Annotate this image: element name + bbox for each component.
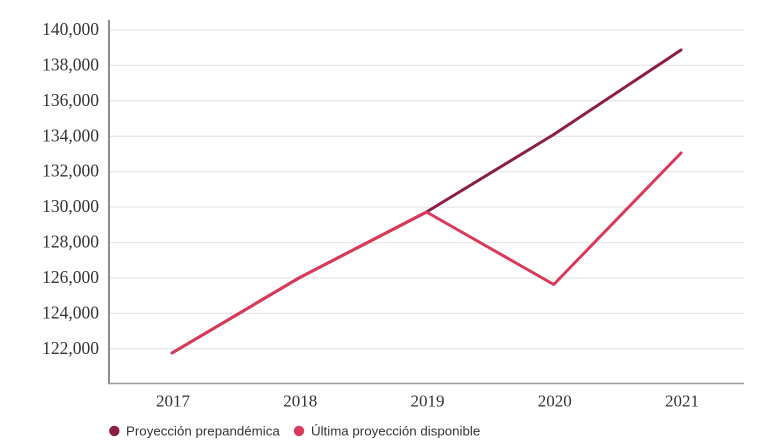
svg-text:138,000: 138,000	[42, 54, 99, 74]
svg-text:122,000: 122,000	[42, 338, 99, 358]
svg-text:126,000: 126,000	[42, 267, 99, 287]
svg-text:124,000: 124,000	[42, 302, 99, 322]
svg-text:Última proyección disponible: Última proyección disponible	[311, 423, 480, 438]
svg-text:134,000: 134,000	[42, 125, 99, 145]
svg-text:132,000: 132,000	[42, 161, 99, 181]
svg-text:128,000: 128,000	[42, 232, 99, 252]
svg-text:Proyección prepandémica: Proyección prepandémica	[126, 423, 280, 438]
svg-text:140,000: 140,000	[42, 19, 99, 39]
svg-text:130,000: 130,000	[42, 196, 99, 216]
svg-text:2021: 2021	[665, 392, 699, 411]
svg-text:2020: 2020	[538, 392, 572, 411]
svg-text:2017: 2017	[156, 392, 191, 411]
svg-text:136,000: 136,000	[42, 90, 99, 110]
svg-text:2019: 2019	[411, 392, 445, 411]
svg-text:2018: 2018	[283, 392, 317, 411]
